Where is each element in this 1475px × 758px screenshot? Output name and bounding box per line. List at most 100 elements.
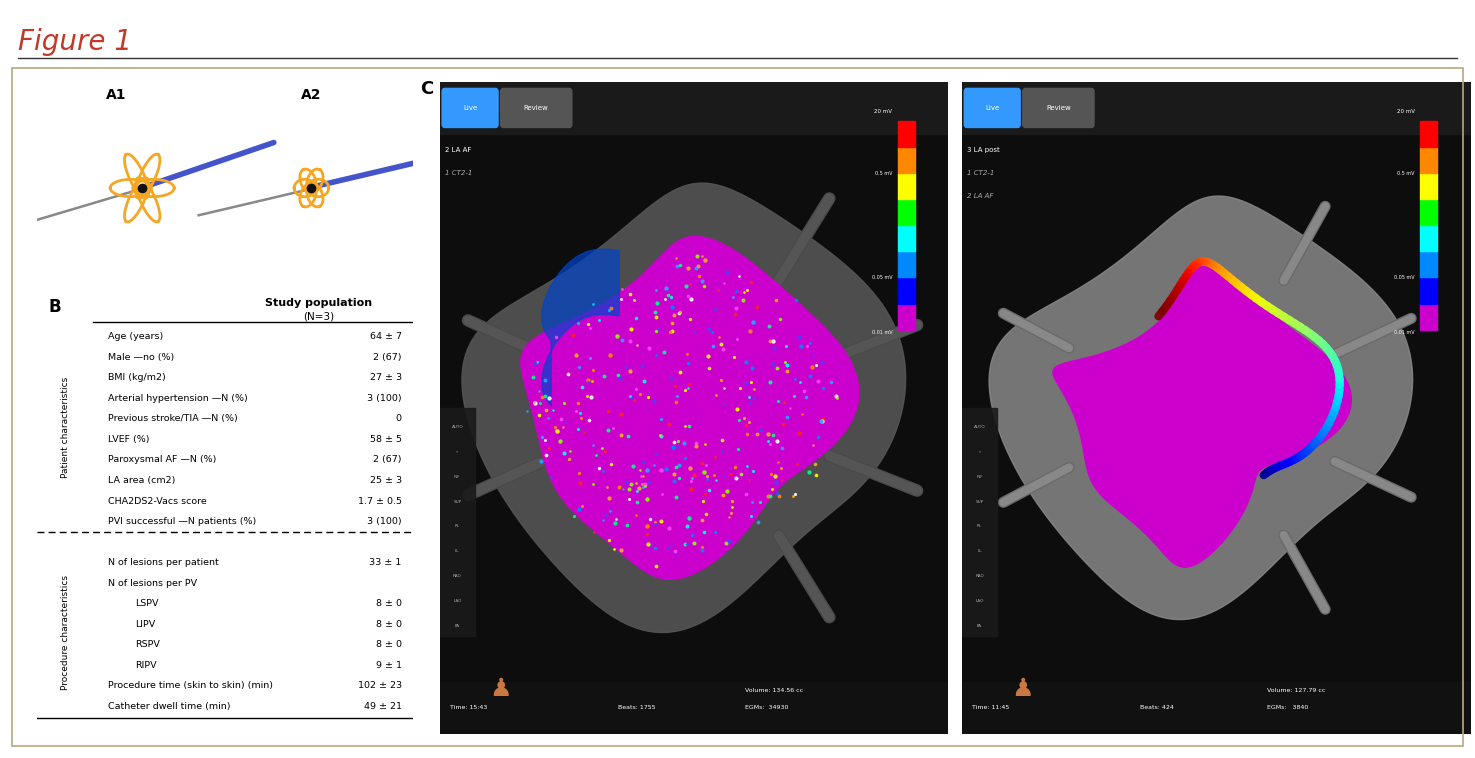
Bar (897, 303, 916, 330)
Text: LAO: LAO (453, 599, 462, 603)
Text: Review: Review (1046, 105, 1071, 111)
Text: RL: RL (976, 525, 982, 528)
Text: C: C (420, 80, 434, 98)
Text: 27 ± 3: 27 ± 3 (370, 374, 401, 382)
Text: Previous stroke/TIA —N (%): Previous stroke/TIA —N (%) (108, 415, 237, 424)
Bar (897, 277, 916, 303)
Bar (1419, 121, 1438, 147)
Text: ♟: ♟ (490, 677, 512, 701)
Text: INF: INF (976, 475, 982, 479)
Bar (962, 681, 1471, 734)
FancyBboxPatch shape (1022, 89, 1094, 127)
Bar (12, 68, 1463, 746)
Text: 58 ± 5: 58 ± 5 (370, 435, 401, 444)
Bar (1419, 225, 1438, 252)
Text: 1 CT2-1: 1 CT2-1 (966, 170, 994, 176)
Text: LIPV: LIPV (134, 620, 155, 629)
Text: 8 ± 0: 8 ± 0 (376, 641, 401, 650)
Text: Patient characteristics: Patient characteristics (60, 377, 69, 478)
Text: 64 ± 7: 64 ± 7 (370, 332, 401, 341)
Text: Time: 15:43: Time: 15:43 (450, 705, 487, 710)
Text: 0.05 mV: 0.05 mV (872, 275, 892, 280)
Text: 102 ± 23: 102 ± 23 (357, 681, 401, 691)
Text: Time: 11:45: Time: 11:45 (972, 705, 1009, 710)
Bar (962, 82, 1471, 134)
Text: PA: PA (976, 624, 982, 628)
Text: RAO: RAO (975, 574, 984, 578)
Text: 2 LA AF: 2 LA AF (444, 147, 471, 153)
Polygon shape (1053, 262, 1351, 567)
Text: Beats: 1755: Beats: 1755 (618, 705, 655, 710)
Text: *: * (456, 450, 459, 454)
Text: Live: Live (985, 105, 1000, 111)
Bar (1419, 147, 1438, 173)
Text: 0.5 mV: 0.5 mV (1397, 171, 1415, 176)
Text: RSPV: RSPV (134, 641, 159, 650)
Polygon shape (462, 183, 906, 632)
Text: ♟: ♟ (1012, 677, 1034, 701)
Text: Paroxysmal AF —N (%): Paroxysmal AF —N (%) (108, 456, 217, 465)
Text: Age (years): Age (years) (108, 332, 164, 341)
Text: LSPV: LSPV (134, 600, 158, 608)
Text: LA area (cm2): LA area (cm2) (108, 476, 176, 485)
Text: N of lesions per patient: N of lesions per patient (108, 558, 220, 567)
Text: 0.01 mV: 0.01 mV (872, 330, 892, 334)
Text: Volume: 134.56 cc: Volume: 134.56 cc (745, 688, 802, 693)
Text: B: B (49, 298, 60, 316)
Text: 1 CT2-1: 1 CT2-1 (444, 170, 472, 176)
Polygon shape (990, 196, 1413, 619)
Text: N of lesions per PV: N of lesions per PV (108, 578, 198, 587)
Text: 33 ± 1: 33 ± 1 (369, 558, 401, 567)
Text: BMI (kg/m2): BMI (kg/m2) (108, 374, 167, 382)
Text: 9 ± 1: 9 ± 1 (376, 661, 401, 670)
Text: *: * (978, 450, 981, 454)
Bar (962, 408, 997, 636)
Text: AUTO: AUTO (974, 425, 985, 429)
Bar (440, 408, 475, 636)
Text: Procedure characteristics: Procedure characteristics (60, 575, 69, 690)
Text: 0: 0 (395, 415, 401, 424)
Bar (897, 199, 916, 225)
Bar (897, 225, 916, 252)
Text: 8 ± 0: 8 ± 0 (376, 620, 401, 629)
Text: 0.5 mV: 0.5 mV (875, 171, 892, 176)
Bar (897, 147, 916, 173)
Text: 2 LA AF: 2 LA AF (966, 193, 993, 199)
Text: 3 (100): 3 (100) (367, 394, 401, 403)
Text: PVI successful —N patients (%): PVI successful —N patients (%) (108, 517, 257, 526)
Text: 1.7 ± 0.5: 1.7 ± 0.5 (358, 496, 401, 506)
Text: Live: Live (463, 105, 478, 111)
Text: AUTO: AUTO (451, 425, 463, 429)
Text: LVEF (%): LVEF (%) (108, 435, 150, 444)
Text: RL: RL (454, 525, 460, 528)
Bar (1419, 303, 1438, 330)
Text: 8 ± 0: 8 ± 0 (376, 600, 401, 608)
Text: 3 (100): 3 (100) (367, 517, 401, 526)
Text: Figure 1: Figure 1 (18, 28, 131, 56)
Text: Volume: 127.79 cc: Volume: 127.79 cc (1267, 688, 1326, 693)
Text: Procedure time (skin to skin) (min): Procedure time (skin to skin) (min) (108, 681, 273, 691)
Text: CHA2DS2-Vacs score: CHA2DS2-Vacs score (108, 496, 207, 506)
Text: LAO: LAO (975, 599, 984, 603)
Text: A2: A2 (301, 88, 322, 102)
Text: Arterial hypertension —N (%): Arterial hypertension —N (%) (108, 394, 248, 403)
Bar (1419, 173, 1438, 199)
Text: Beats: 424: Beats: 424 (1140, 705, 1174, 710)
Bar (1419, 252, 1438, 277)
Text: Review: Review (524, 105, 549, 111)
Text: INF: INF (454, 475, 460, 479)
Text: 2 (67): 2 (67) (373, 456, 401, 465)
Text: LL: LL (978, 550, 982, 553)
Text: 2 (67): 2 (67) (373, 352, 401, 362)
Text: 0.05 mV: 0.05 mV (1394, 275, 1415, 280)
Text: PA: PA (454, 624, 460, 628)
Text: Study population: Study population (266, 298, 373, 308)
Text: EGMs:  34930: EGMs: 34930 (745, 705, 788, 710)
Bar (440, 82, 948, 134)
Text: 3 LA post: 3 LA post (966, 147, 1000, 153)
Bar (440, 681, 948, 734)
Text: RAO: RAO (453, 574, 462, 578)
Bar (1419, 199, 1438, 225)
Polygon shape (521, 236, 858, 579)
Bar (897, 252, 916, 277)
